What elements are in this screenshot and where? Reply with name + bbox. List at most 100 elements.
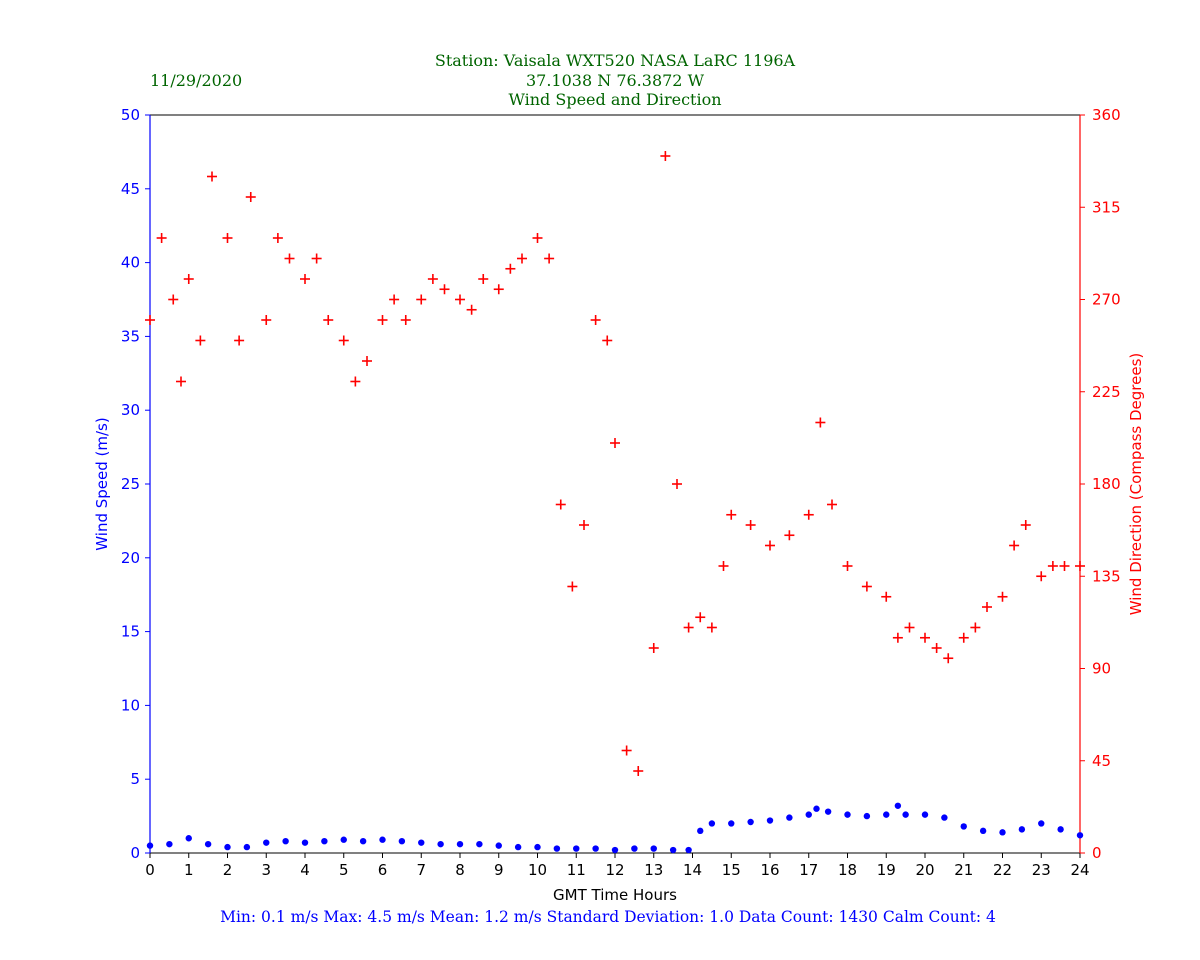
direction-point <box>610 438 620 448</box>
direction-point <box>156 233 167 243</box>
speed-point <box>960 823 967 830</box>
x-tick-label: 17 <box>799 861 818 879</box>
direction-point <box>745 520 756 530</box>
speed-point <box>786 814 793 821</box>
direction-point <box>183 274 194 284</box>
direction-point <box>350 376 361 387</box>
station-line: Station: Vaisala WXT520 NASA LaRC 1196A <box>435 51 796 70</box>
direction-point <box>439 284 450 295</box>
direction-point <box>416 294 427 305</box>
x-tick-label: 0 <box>145 861 155 879</box>
speed-point <box>697 827 704 835</box>
x-tick-label: 10 <box>528 861 547 879</box>
direction-point <box>505 263 516 274</box>
direction-point <box>943 653 954 664</box>
direction-point <box>300 274 310 284</box>
direction-point <box>648 643 659 653</box>
speed-point <box>321 837 328 845</box>
speed-point <box>728 820 735 827</box>
speed-point <box>631 845 638 852</box>
speed-point <box>894 802 902 809</box>
direction-point <box>842 561 853 571</box>
direction-point <box>1047 561 1058 571</box>
right-tick-label: 315 <box>1092 198 1121 216</box>
speed-point <box>805 811 812 818</box>
x-tick-label: 21 <box>954 861 973 879</box>
direction-point <box>861 581 872 592</box>
direction-point <box>931 643 942 653</box>
speed-point <box>863 812 871 820</box>
direction-point <box>427 274 438 284</box>
speed-point <box>824 808 832 815</box>
x-axis-ticks: 0 1 2 3 4 5 6 7 8 9 10 11 12 13 14 15 16 17 18 19 20 21 22 23 24 <box>145 853 1090 879</box>
x-tick-label: 2 <box>223 861 233 879</box>
direction-point <box>892 632 903 643</box>
right-tick-label: 360 <box>1092 106 1121 124</box>
chart-title: Wind Speed and Direction <box>508 90 721 109</box>
direction-point <box>827 499 837 510</box>
direction-point <box>272 233 283 243</box>
speed-point <box>573 845 580 852</box>
direction-point <box>455 294 465 305</box>
direction-point <box>579 520 589 530</box>
speed-point <box>398 837 406 845</box>
direction-point <box>803 509 814 520</box>
direction-point <box>726 509 737 520</box>
speed-point <box>185 835 192 842</box>
speed-point <box>844 811 851 818</box>
direction-point <box>377 315 388 325</box>
speed-point <box>514 843 522 851</box>
direction-point <box>1036 571 1047 582</box>
left-tick-label: 15 <box>121 623 140 641</box>
x-tick-label: 19 <box>877 861 896 879</box>
x-tick-label: 9 <box>494 861 504 879</box>
speed-point <box>476 840 483 848</box>
x-tick-label: 8 <box>455 861 465 879</box>
direction-point <box>970 622 981 633</box>
direction-point <box>695 612 706 623</box>
speed-point <box>1076 832 1084 839</box>
direction-point <box>683 622 694 633</box>
direction-point <box>168 294 179 305</box>
speed-point <box>979 827 987 835</box>
direction-point <box>920 632 930 643</box>
speed-point <box>301 839 309 846</box>
direction-point <box>493 284 504 295</box>
speed-point <box>669 846 677 854</box>
speed-point <box>611 846 619 854</box>
speed-point <box>456 840 464 848</box>
direction-point <box>400 315 411 325</box>
speed-point <box>495 842 502 849</box>
direction-point <box>1009 540 1020 551</box>
left-axis-ticks: 0 5 10 15 20 25 30 35 40 45 50 <box>121 106 150 862</box>
speed-point <box>146 842 154 849</box>
x-tick-label: 18 <box>838 861 857 879</box>
x-tick-label: 16 <box>760 861 779 879</box>
x-tick-label: 23 <box>1032 861 1051 879</box>
left-tick-label: 0 <box>130 844 140 862</box>
speed-point <box>418 839 425 846</box>
x-tick-label: 24 <box>1070 861 1089 879</box>
direction-point <box>222 233 233 243</box>
direction-point <box>555 499 566 510</box>
speed-point <box>708 820 716 827</box>
direction-point <box>145 315 155 325</box>
direction-point <box>881 591 892 602</box>
direction-point <box>784 530 795 541</box>
speed-point <box>685 846 692 854</box>
left-tick-label: 5 <box>130 770 140 788</box>
x-tick-label: 7 <box>416 861 426 879</box>
speed-point <box>592 845 599 852</box>
speed-point <box>1057 826 1064 833</box>
left-axis-label: Wind Speed (m/s) <box>93 417 111 550</box>
speed-point <box>224 843 231 851</box>
direction-point <box>362 356 372 366</box>
right-tick-label: 90 <box>1092 660 1111 678</box>
speed-point <box>553 845 561 852</box>
direction-point <box>389 294 400 305</box>
chart-date: 11/29/2020 <box>150 71 242 90</box>
speed-point <box>1038 820 1045 827</box>
direction-point <box>706 622 717 633</box>
